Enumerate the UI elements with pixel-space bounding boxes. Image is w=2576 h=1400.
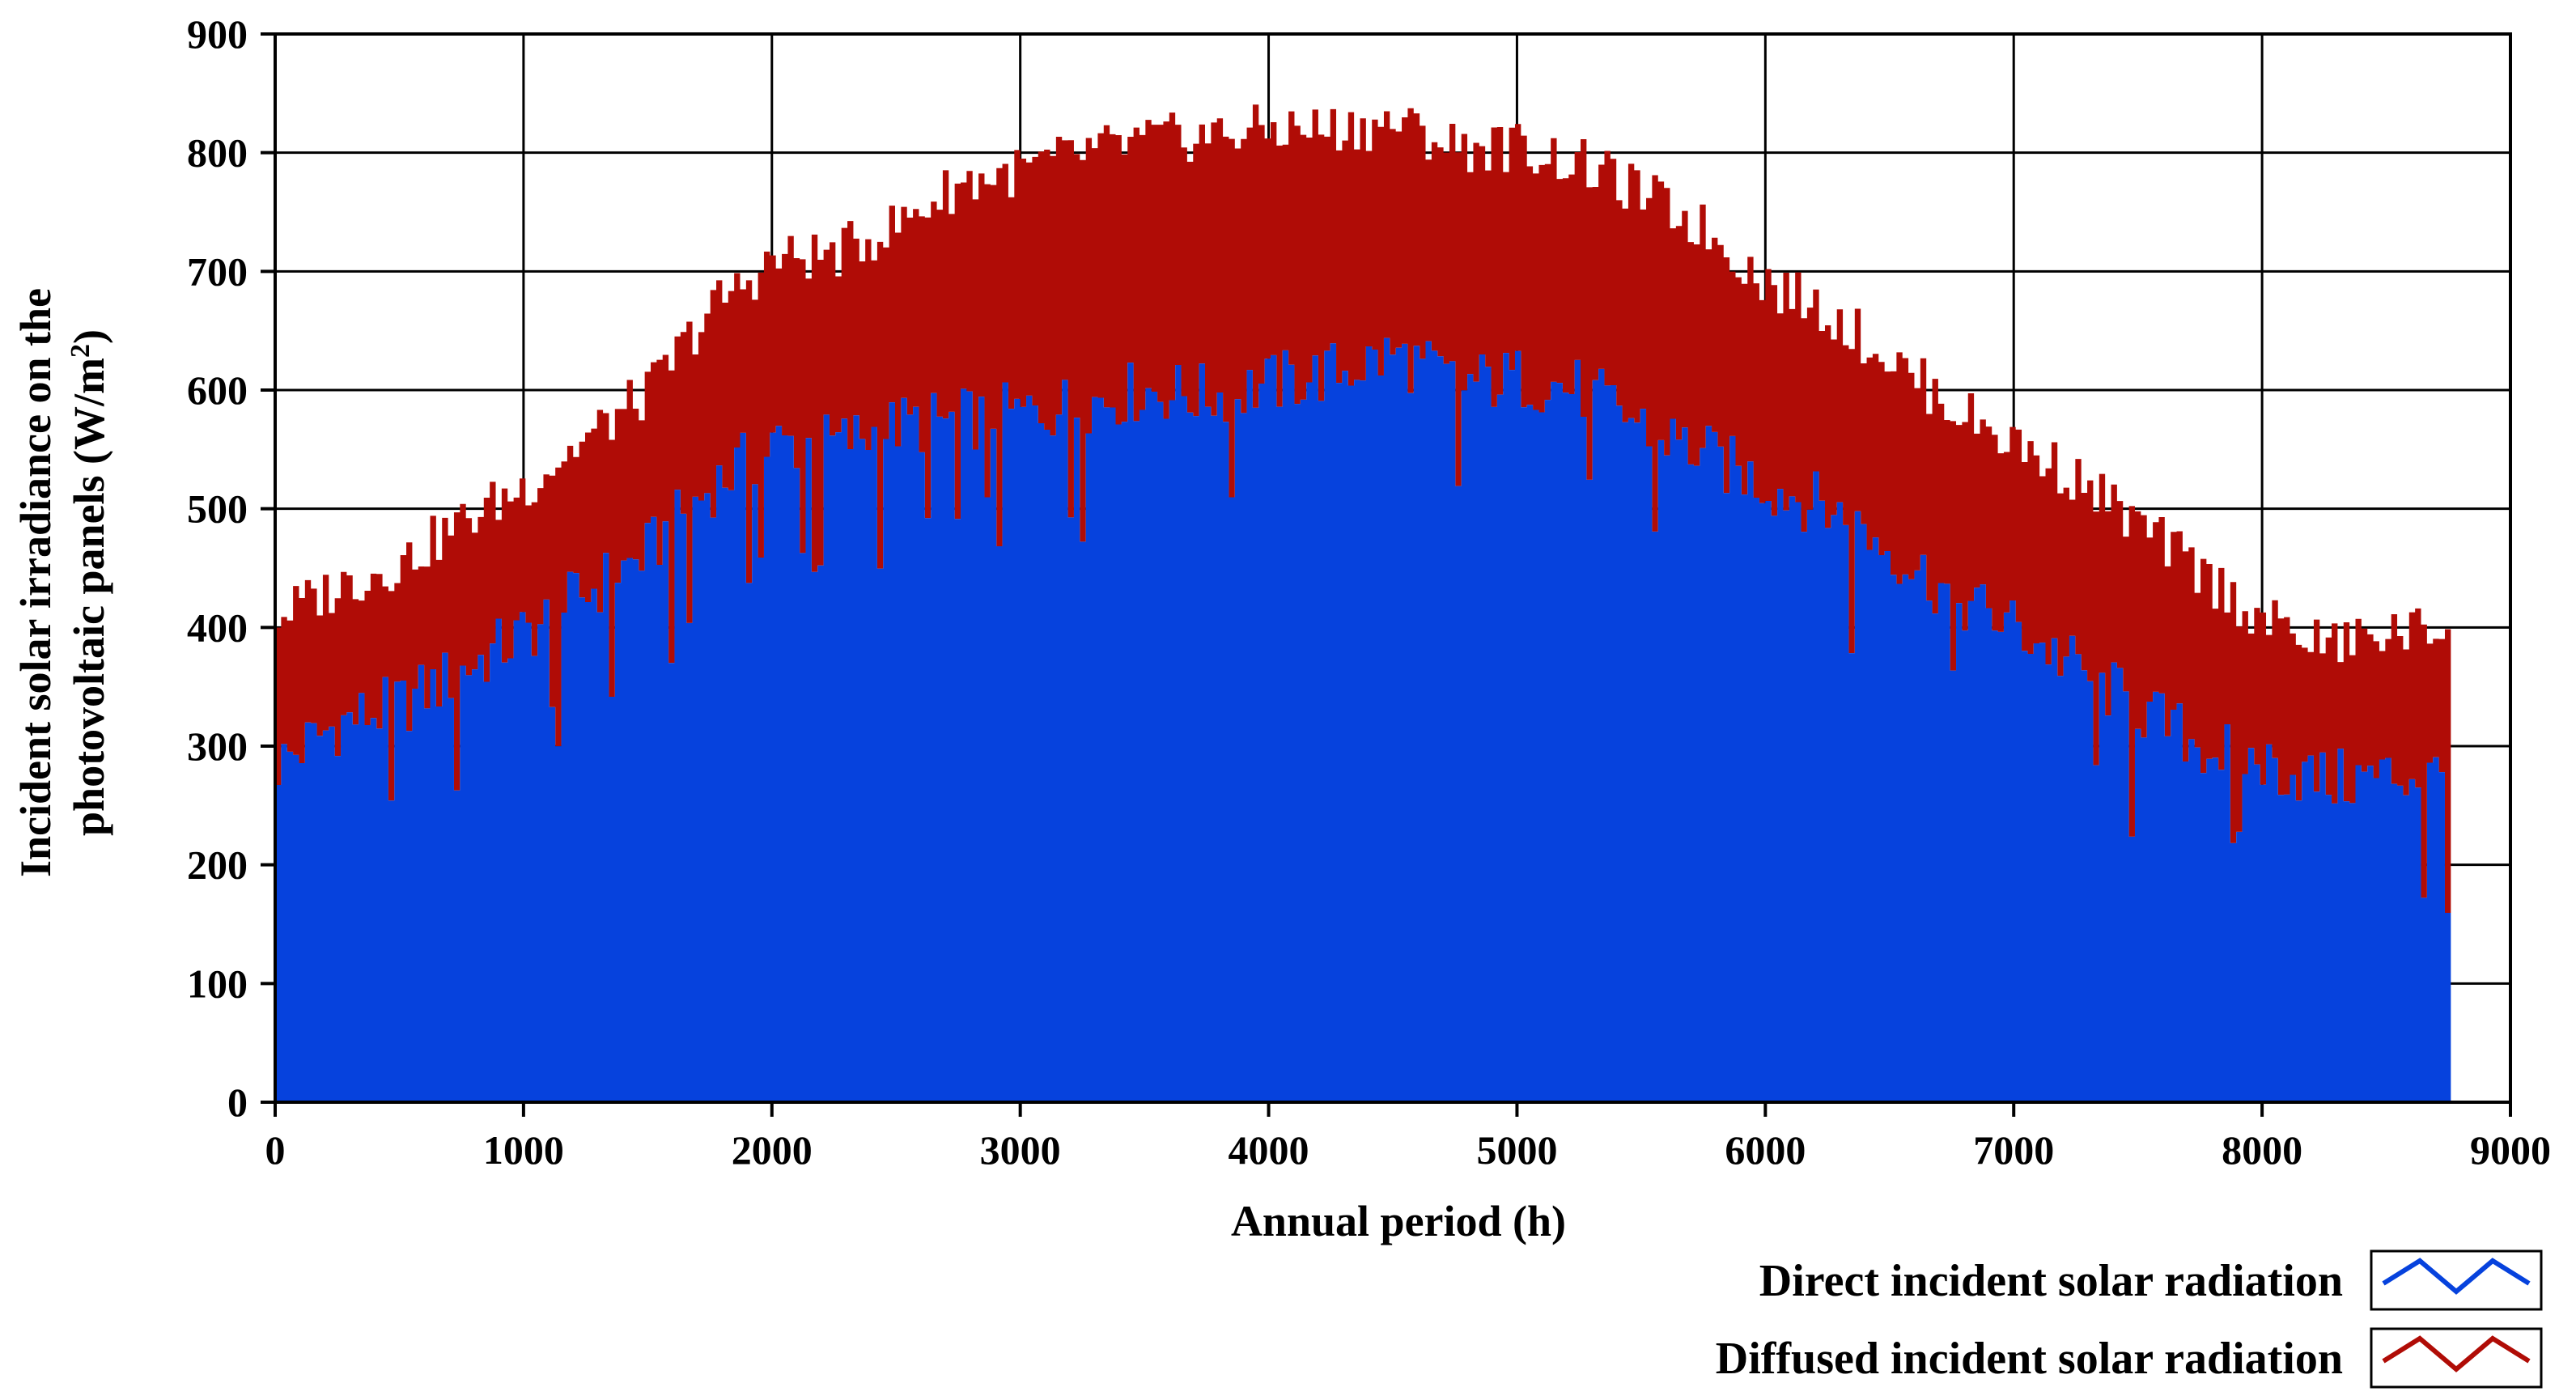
x-tick-label: 5000 [1476,1127,1557,1173]
legend-item: Direct incident solar radiation [1759,1249,2543,1311]
legend-swatch-box [2370,1249,2543,1311]
x-tick-label: 7000 [1973,1127,2054,1173]
x-tick-label: 3000 [980,1127,1061,1173]
zigzag-line-icon [2382,1335,2531,1372]
legend-swatch-box [2370,1327,2543,1389]
x-tick-label: 2000 [732,1127,813,1173]
y-axis-title: Incident solar irradiance on the photovo… [11,288,113,877]
x-tick-label: 4000 [1229,1127,1309,1173]
direct-radiation-area [275,337,2451,1103]
y-axis-title-line2: photovoltaic panels (W/m2) [65,329,113,836]
x-axis-title: Annual period (h) [1231,1197,1566,1245]
y-tick-label: 700 [187,248,248,294]
x-tick-label: 9000 [2470,1127,2551,1173]
legend-label: Diffused incident solar radiation [1716,1334,2343,1384]
y-tick-label: 600 [187,367,248,413]
legend-item: Diffused incident solar radiation [1716,1327,2543,1389]
diffused-radiation-area [275,104,2451,913]
x-tick-label: 8000 [2222,1127,2302,1173]
y-tick-label: 900 [187,11,248,57]
x-tick-labels: 0 1000 2000 3000 4000 5000 6000 7000 8000 9000 [265,1127,2552,1173]
y-tick-labels: 0 100 200 300 400 500 600 700 800 900 [187,11,248,1125]
plot-frame [261,32,2512,1117]
series-areas [275,104,2451,1103]
y-tick-label: 200 [187,842,248,888]
zigzag-line-icon [2382,1258,2531,1295]
y-tick-label: 400 [187,605,248,650]
x-tick-label: 0 [265,1127,286,1173]
x-tick-label: 1000 [483,1127,564,1173]
x-tick-label: 6000 [1725,1127,1806,1173]
y-tick-label: 800 [187,130,248,176]
legend-label: Direct incident solar radiation [1759,1256,2343,1306]
plot-border [274,32,2512,1104]
y-tick-label: 300 [187,723,248,769]
y-tick-label: 100 [187,961,248,1006]
y-tick-label: 0 [227,1080,248,1125]
y-tick-label: 500 [187,486,248,532]
y-axis-title-line1: Incident solar irradiance on the [11,288,60,877]
legend: Direct incident solar radiation Diffused … [1716,1249,2543,1389]
